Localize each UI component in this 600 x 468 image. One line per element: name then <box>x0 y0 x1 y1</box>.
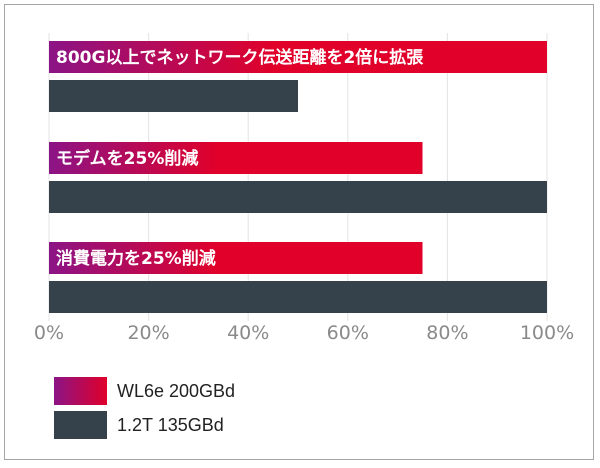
legend-item-1-2t: 1.2T 135GBd <box>54 411 224 439</box>
bar-category-label: 消費電力を25%削減 <box>56 248 216 269</box>
legend-item-wl6e: WL6e 200GBd <box>54 377 235 405</box>
legend-swatch-wl6e <box>54 377 107 405</box>
bar-chart: 800G以上でネットワーク伝送距離を2倍に拡張モデムを25%削減消費電力を25%… <box>34 33 574 344</box>
x-tick-label: 20% <box>127 322 169 344</box>
bar-category-label: 800G以上でネットワーク伝送距離を2倍に拡張 <box>56 47 424 68</box>
legend-label-1-2t: 1.2T 135GBd <box>117 414 224 435</box>
x-tick-label: 0% <box>34 322 64 344</box>
bar-wl6e <box>49 242 423 274</box>
x-tick-label: 60% <box>327 322 369 344</box>
gridlines <box>48 33 548 321</box>
x-tick-label: 100% <box>520 322 574 344</box>
legend-label-wl6e: WL6e 200GBd <box>117 380 236 401</box>
bars: 800G以上でネットワーク伝送距離を2倍に拡張モデムを25%削減消費電力を25%… <box>49 41 547 313</box>
x-tick-label: 40% <box>227 322 269 344</box>
bar-wl6e <box>49 142 423 174</box>
legend-swatch-1-2t <box>54 411 107 439</box>
bar-1-2t <box>49 281 547 313</box>
chart-frame: 800G以上でネットワーク伝送距離を2倍に拡張 モデムを25%削減 消費電力を25%… <box>4 4 594 460</box>
bar-1-2t <box>49 181 547 213</box>
x-tick-label: 80% <box>426 322 468 344</box>
x-axis-ticks: 0% 20% 40% 60% 80% 100% <box>34 322 574 344</box>
bar-category-label: モデムを25%削減 <box>56 148 198 169</box>
bar-wl6e <box>49 41 547 73</box>
bar-1-2t <box>49 80 298 112</box>
